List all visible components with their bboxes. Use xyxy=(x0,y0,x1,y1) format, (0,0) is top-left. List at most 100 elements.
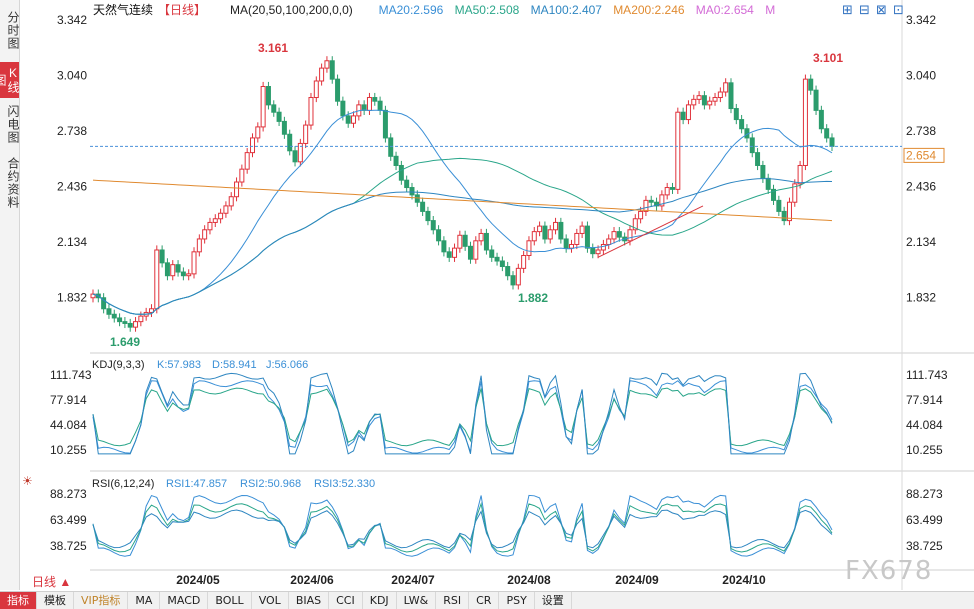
indicator-tab-1[interactable]: 模板 xyxy=(37,592,74,609)
ma-legend-item: M xyxy=(765,3,775,17)
candle-body xyxy=(829,137,835,147)
candle-body xyxy=(287,133,293,152)
kdj-k: K:57.983 xyxy=(157,359,201,371)
indicator-tab-9[interactable]: KDJ xyxy=(363,592,397,609)
candle-body xyxy=(175,264,181,273)
indicator-tab-3[interactable]: MA xyxy=(128,592,161,609)
candle-body xyxy=(531,231,537,242)
candle-body xyxy=(436,229,442,242)
indicator-tab-12[interactable]: CR xyxy=(469,592,500,609)
candle-body xyxy=(494,256,500,262)
candle-body xyxy=(664,187,670,196)
rsi-params: RSI(6,12,24) xyxy=(92,478,154,490)
price-axis-label-left: 2.134 xyxy=(57,235,87,249)
candle-body xyxy=(297,142,303,163)
indicator-tab-0[interactable]: 指标 xyxy=(0,592,37,609)
candle-body xyxy=(537,225,543,233)
candle-body xyxy=(553,221,559,231)
candle-body xyxy=(425,210,431,222)
price-axis-label-left: 2.436 xyxy=(57,179,87,193)
sidebar-tab-0[interactable]: 分时图 xyxy=(6,10,20,50)
trend-line xyxy=(597,205,704,258)
candle-body xyxy=(388,137,394,157)
candle-body xyxy=(223,205,229,214)
kdj-params: KDJ(9,3,3) xyxy=(92,359,145,371)
candle-body xyxy=(723,82,729,93)
candle-body xyxy=(180,271,186,277)
candle-body xyxy=(414,194,420,203)
candle-body xyxy=(483,232,489,251)
period-selector[interactable]: 日线 ▲ xyxy=(32,575,72,589)
kline-chart[interactable]: 天然气连续 【日线】 MA(20,50,100,200,0,0) MA20:2.596… xyxy=(0,0,974,590)
candle-body xyxy=(372,97,378,102)
candle-body xyxy=(632,218,638,231)
indicator-tab-7[interactable]: BIAS xyxy=(289,592,330,609)
ma-legend-item: MA100:2.407 xyxy=(531,3,603,17)
indicator-tab-6[interactable]: VOL xyxy=(252,592,289,609)
candle-body xyxy=(563,238,569,249)
candle-body xyxy=(409,187,415,196)
candle-body xyxy=(499,260,505,268)
candle-body xyxy=(478,232,484,242)
candle-body xyxy=(568,243,574,249)
candle-body xyxy=(420,201,426,212)
candle-body xyxy=(818,109,824,130)
candle-body xyxy=(111,313,117,319)
candle-body xyxy=(521,254,527,269)
price-axis-label: 3.040 xyxy=(906,68,936,82)
current-price-label: 2.654 xyxy=(906,148,936,162)
candle-body xyxy=(728,82,734,110)
candle-body xyxy=(308,97,314,126)
indicator-tab-2[interactable]: VIP指标 xyxy=(74,592,129,609)
candle-body xyxy=(313,80,319,99)
candle-body xyxy=(260,85,266,128)
candle-body xyxy=(739,119,745,130)
candle-body xyxy=(771,188,777,201)
candle-body xyxy=(319,67,325,82)
candle-body xyxy=(452,247,458,258)
candle-body xyxy=(590,247,596,255)
candle-body xyxy=(164,262,170,277)
candle-body xyxy=(643,199,649,212)
window-control-icon: ⊟ xyxy=(859,2,870,17)
kdj-axis-label: 10.255 xyxy=(906,443,943,457)
candle-body xyxy=(547,229,553,240)
indicator-tab-14[interactable]: 设置 xyxy=(535,592,572,609)
candle-body xyxy=(696,95,702,100)
rsi-axis-label: 63.499 xyxy=(906,513,943,527)
candle-body xyxy=(202,229,208,240)
x-axis-label: 2024/08 xyxy=(507,573,551,587)
candle-body xyxy=(808,78,814,91)
candle-body xyxy=(196,238,202,253)
indicator-tab-13[interactable]: PSY xyxy=(499,592,535,609)
candle-body xyxy=(755,152,761,166)
candle-body xyxy=(717,91,723,99)
candle-body xyxy=(579,225,585,234)
candle-body xyxy=(101,297,107,310)
indicator-tab-4[interactable]: MACD xyxy=(160,592,209,609)
indicator-tab-8[interactable]: CCI xyxy=(329,592,363,609)
candle-body xyxy=(133,321,139,328)
candle-body xyxy=(749,137,755,154)
sidebar-tab-1[interactable]: K线图 xyxy=(0,62,20,98)
rsi2-line xyxy=(92,501,833,553)
indicator-tab-11[interactable]: RSI xyxy=(436,592,470,609)
window-control-icon: ⊠ xyxy=(876,2,887,17)
candle-body xyxy=(441,240,447,253)
kdj-axis-label-left: 10.255 xyxy=(50,443,87,457)
sidebar-tab-2[interactable]: 闪电图 xyxy=(6,104,20,144)
price-axis-label: 2.134 xyxy=(906,235,936,249)
kdj-d: D:58.941 xyxy=(212,359,257,371)
candle-body xyxy=(611,231,617,240)
price-axis-label: 3.342 xyxy=(906,13,936,27)
sidebar-tab-3[interactable]: 合约资料 xyxy=(6,157,20,209)
candle-body xyxy=(515,267,521,286)
candle-body xyxy=(345,115,351,124)
candle-body xyxy=(186,273,192,277)
candle-body xyxy=(733,108,739,121)
candle-body xyxy=(685,104,691,121)
indicator-tab-5[interactable]: BOLL xyxy=(208,592,252,609)
candle-body xyxy=(335,78,341,102)
indicator-tab-10[interactable]: LW& xyxy=(397,592,437,609)
low-annotation: 1.882 xyxy=(518,291,548,305)
